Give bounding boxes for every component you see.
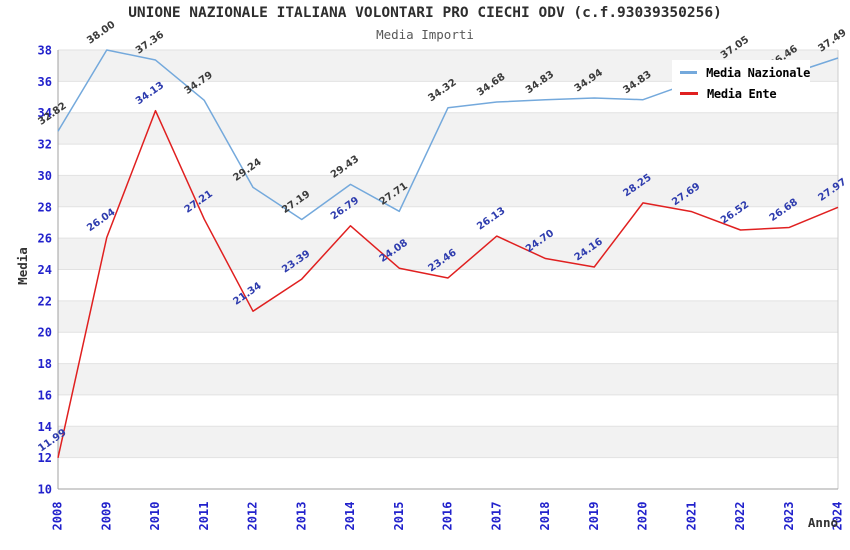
y-tick-label: 14 [38,420,52,434]
legend-item-media-nazionale: Media Nazionale [680,66,810,80]
plot-band [58,112,838,145]
y-axis-title: Media [15,247,30,285]
series-line-media-ente [57,109,839,458]
plot-band [58,426,838,458]
x-tick-label: 2013 [294,502,308,531]
point-label: 26.13 [475,205,507,232]
y-tick-label: 34 [38,106,52,120]
x-tick-label: 2024 [831,502,845,531]
x-tick-label: 2010 [148,502,162,531]
y-tick-label: 24 [38,263,52,277]
legend: Media Nazionale Media Ente [672,60,810,106]
x-tick-label: 2016 [441,502,455,531]
plot-band [58,300,838,333]
y-tick-label: 12 [38,451,52,465]
y-tick-label: 28 [38,200,52,214]
x-tick-label: 2023 [782,502,796,531]
plot-band [58,363,838,395]
y-tick-label: 36 [38,75,52,89]
y-tick-label: 18 [38,357,52,371]
chart-subtitle: Media Importi [376,27,474,42]
chart-title: UNIONE NAZIONALE ITALIANA VOLONTARI PRO … [128,5,722,21]
x-tick-label: 2018 [538,502,552,531]
point-label: 38.00 [85,19,117,46]
x-tick-label: 2020 [636,502,650,531]
legend-item-media-ente: Media Ente [680,87,810,101]
y-tick-label: 10 [38,483,52,497]
y-tick-label: 16 [38,388,52,402]
point-label: 34.13 [134,80,166,107]
x-tick-label: 2015 [392,502,406,531]
plot-band [58,238,838,270]
x-tick-label: 2009 [99,502,113,531]
y-tick-label: 20 [38,326,52,340]
legend-line-swatch-ente [680,92,698,95]
y-tick-label: 32 [38,138,52,152]
legend-label-ente: Media Ente [707,86,777,101]
x-tick-label: 2017 [489,502,503,531]
legend-line-swatch-nazionale [680,71,698,74]
y-tick-label: 26 [38,232,52,246]
x-tick-label: 2021 [684,502,698,531]
x-tick-label: 2012 [246,502,260,531]
x-tick-label: 2008 [51,502,65,531]
x-tick-label: 2022 [733,502,747,531]
x-tick-label: 2019 [587,502,601,531]
x-axis-title: Anno [808,515,838,530]
x-tick-label: 2014 [343,502,357,531]
y-tick-label: 38 [38,44,52,58]
legend-label-nazionale: Media Nazionale [706,65,810,80]
y-tick-label: 30 [38,169,52,183]
plot-band [58,175,838,207]
x-tick-label: 2011 [197,502,211,531]
y-tick-label: 22 [38,294,52,308]
